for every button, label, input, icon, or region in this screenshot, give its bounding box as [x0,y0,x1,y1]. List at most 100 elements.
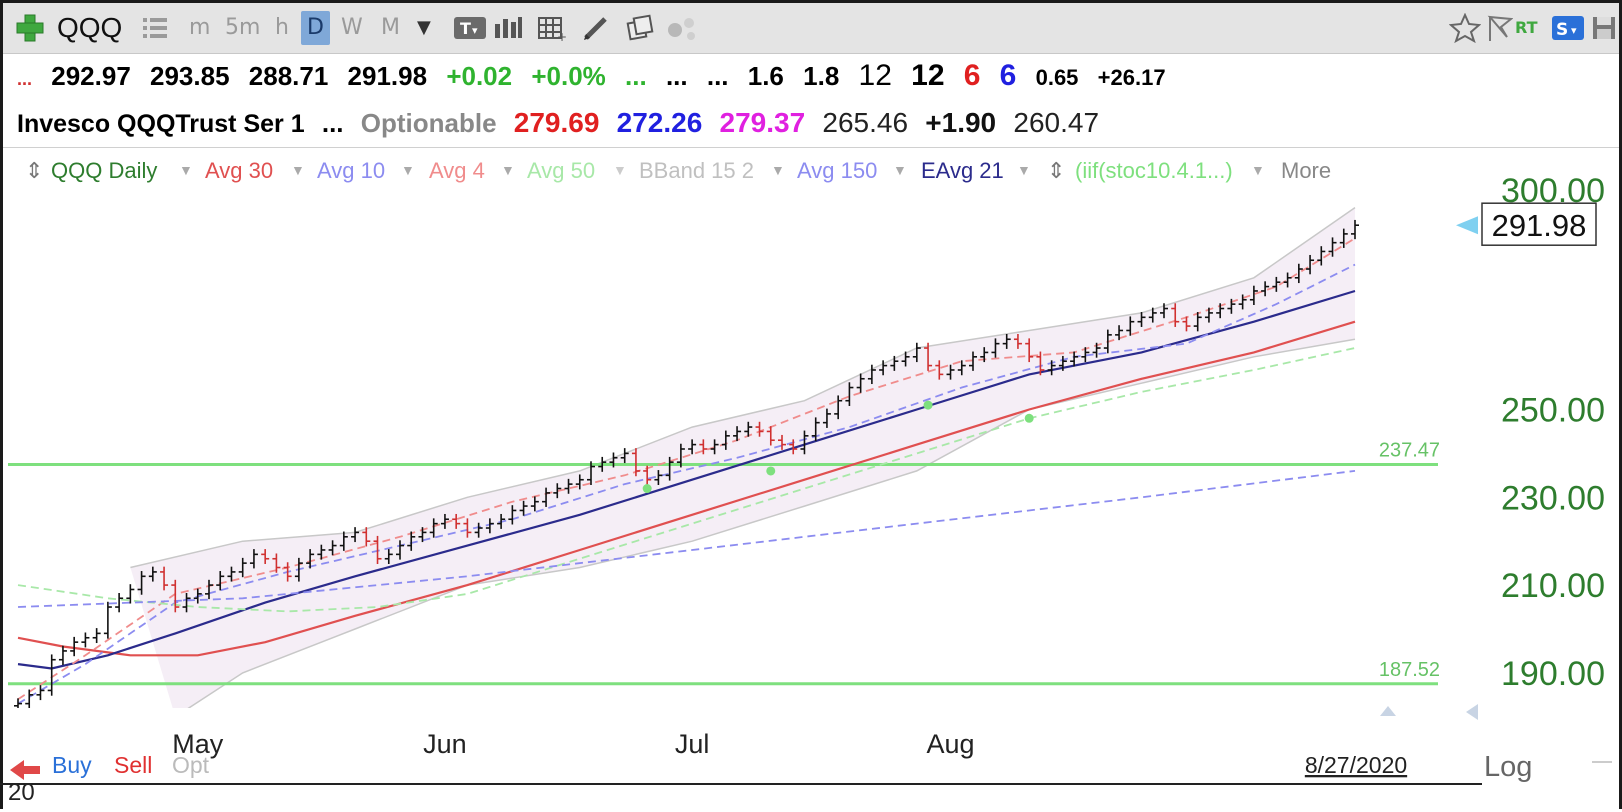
price-bar [1216,303,1225,319]
sell-button[interactable]: Sell [114,752,152,778]
study-avg50[interactable]: Avg 50 [527,158,596,183]
study-iif-stoc[interactable]: (iif(stoc10.4.1...) [1075,158,1233,183]
svg-text:+: + [557,30,567,42]
price-bar [980,347,989,363]
study-eavg21[interactable]: EAvg 21 [921,158,1004,183]
opt-button[interactable]: Opt [172,752,210,778]
link-dots-icon[interactable] [667,11,701,45]
timeframe-d[interactable]: D [301,11,330,45]
price-bar [497,513,506,529]
log-toggle[interactable]: Log [1484,751,1532,783]
study-legend-bar: ⇕ QQQ Daily ▼ Avg 30 ▼ Avg 10 ▼ Avg 4 ▼ … [3,147,1619,192]
copy-icon[interactable] [625,11,655,45]
quote-v1: 1.6 [747,61,784,91]
chevron-down-icon[interactable]: ▼ [893,162,907,178]
quote-p1: 279.69 [513,107,600,138]
moving-average-avg-150 [17,470,1356,608]
price-bar [789,439,798,455]
bar-chart-icon[interactable] [493,11,523,45]
chevron-down-icon[interactable]: ▼ [771,162,785,178]
grid-icon[interactable]: + [537,11,567,45]
price-bar [463,518,472,538]
timeframe-month[interactable]: M [381,15,400,40]
y-tick-label: 250.00 [1501,391,1605,429]
study-avg30[interactable]: Avg 30 [205,158,274,183]
horizontal-line-label-0: 237.47 [1379,439,1440,461]
price-bar [620,448,629,464]
rt-label[interactable]: RT [1515,18,1538,37]
study-avg4[interactable]: Avg 4 [429,158,485,183]
timeframe-m[interactable]: m [189,15,211,40]
chevron-down-icon[interactable]: ▼ [417,17,431,38]
y-tick-label: 230.00 [1501,479,1605,517]
price-bar [182,592,191,613]
add-symbol-button[interactable] [15,11,45,45]
timeframe-h[interactable]: h [275,15,289,40]
chevron-down-icon[interactable]: ▼ [1017,162,1031,178]
price-bar [957,360,966,376]
x-month-label: May [172,729,224,759]
chevron-down-icon[interactable]: ▼ [401,162,415,178]
s-badge-icon[interactable]: S ▾ [1551,11,1585,45]
price-bar [733,426,742,442]
chevron-down-icon[interactable]: ▼ [613,162,627,178]
price-bar [755,421,764,437]
reorder-icon[interactable]: ⇕ [25,158,44,183]
x-month-label: Aug [927,729,975,759]
price-bar [811,417,820,442]
price-bar [1351,219,1359,240]
quote-dots-3b: ... [706,61,729,91]
price-bar [294,557,303,582]
price-bar [912,342,921,363]
y-tick-label: 190.00 [1501,655,1605,693]
list-icon[interactable] [141,11,169,45]
quote-dots-1: ... [17,69,33,89]
price-bar [474,522,483,538]
price-bar [137,571,146,595]
price-bar [1249,285,1258,306]
chevron-down-icon[interactable]: ▼ [291,162,305,178]
price-bar [126,584,135,604]
study-qqq-daily[interactable]: QQQ Daily [51,158,158,183]
price-bar [1182,316,1191,332]
price-bar [1261,281,1270,297]
flag-icon[interactable] [1487,11,1514,45]
chevron-down-icon[interactable]: ▼ [1251,162,1265,178]
chevron-down-icon[interactable]: ▼ [179,162,193,178]
price-bar [1013,333,1022,349]
signal-dot [642,484,652,494]
study-avg150[interactable]: Avg 150 [797,158,878,183]
reorder-icon[interactable]: ⇕ [1047,158,1066,183]
price-bar [148,566,157,582]
study-bband[interactable]: BBand 15 2 [639,158,754,183]
price-bar [317,544,326,560]
study-avg10[interactable]: Avg 10 [317,158,386,183]
timeframe-w[interactable]: W [341,15,363,40]
scroll-up-icon [1380,706,1396,716]
price-bar [553,483,562,499]
more-button[interactable]: More [1281,158,1332,183]
price-bar [587,461,595,485]
star-icon[interactable] [1448,11,1482,45]
price-bar [362,527,371,547]
text-tool-icon[interactable]: T ▾ [453,11,487,45]
symbol-field[interactable]: QQQ [57,12,123,43]
price-bar [834,395,843,420]
buy-button[interactable]: Buy [52,752,92,778]
timeframe-5m[interactable]: 5m [225,15,261,40]
moving-average-avg-30 [17,320,1356,657]
quote-change: +0.02 [446,61,513,91]
chevron-down-icon[interactable]: ▼ [501,162,515,178]
quote-v5: 6 [963,59,981,92]
save-icon[interactable] [1591,11,1617,45]
price-bar [1193,312,1202,332]
quote-change-pct: +0.0% [531,61,606,91]
pencil-icon[interactable] [581,11,611,45]
price-bar [216,571,225,591]
price-bar [1103,329,1112,354]
price-bar [25,689,34,708]
price-bar [1070,351,1079,367]
last-date-label: 8/27/2020 [1305,752,1407,778]
price-bar [429,518,438,538]
